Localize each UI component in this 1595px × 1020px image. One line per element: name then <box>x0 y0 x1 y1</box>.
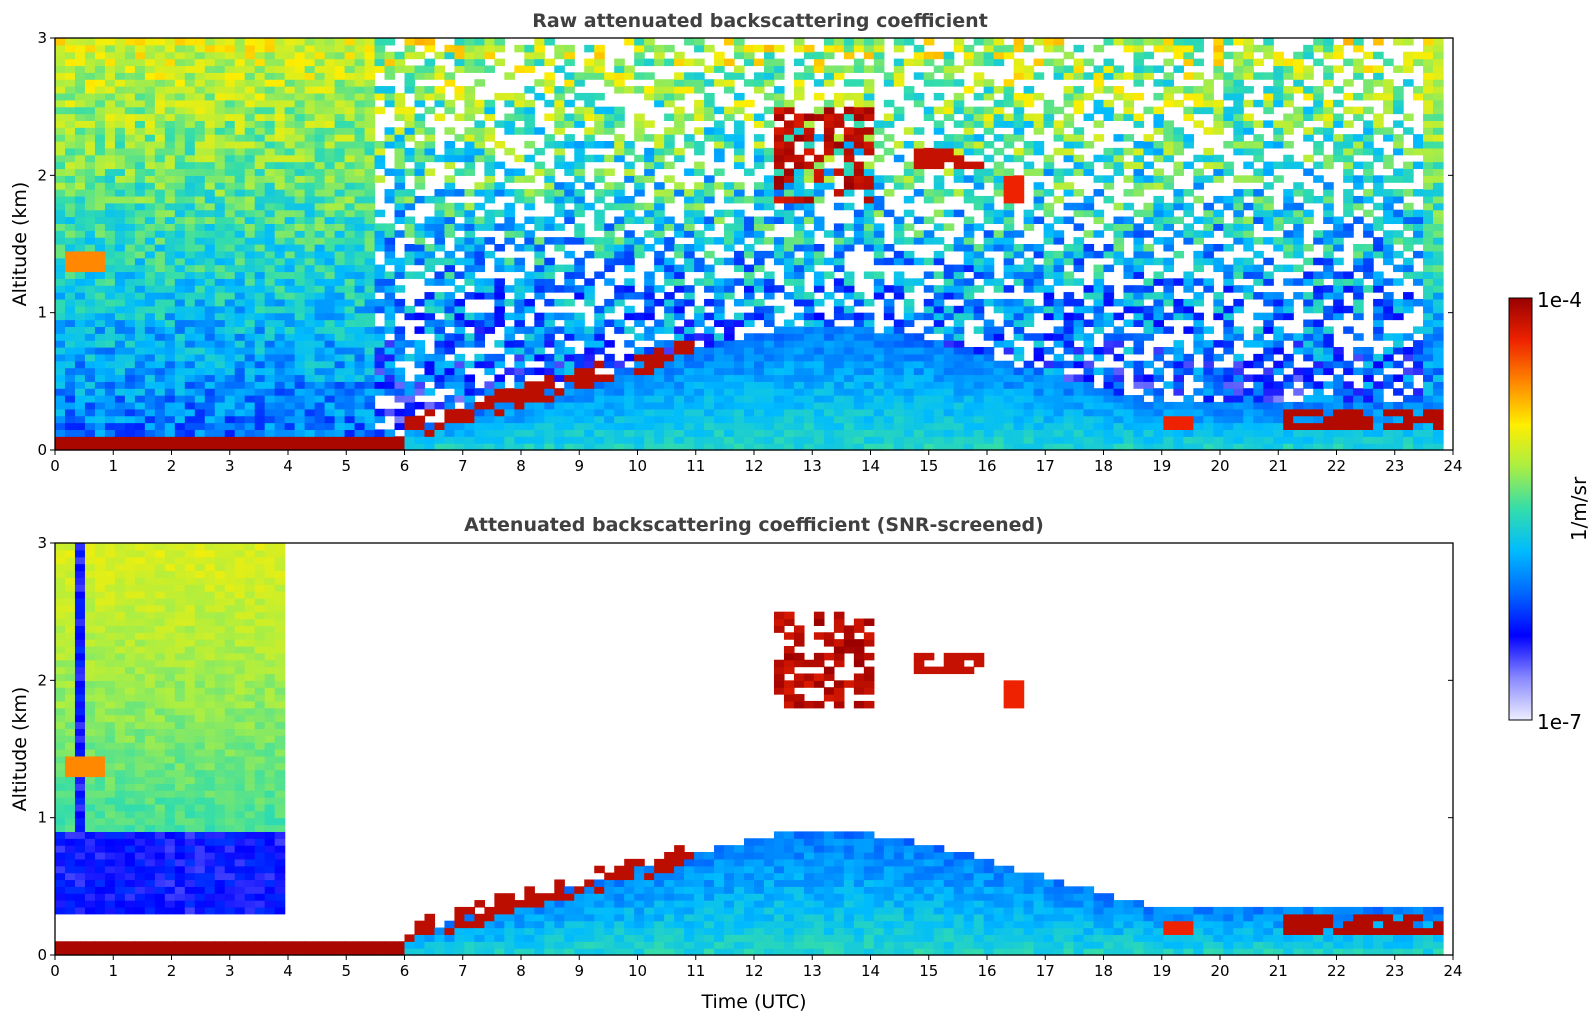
x-tick-label: 12 <box>744 962 763 980</box>
x-tick-label: 15 <box>919 457 938 475</box>
y-tick-label: 3 <box>37 534 47 552</box>
x-tick-label: 20 <box>1210 457 1229 475</box>
x-tick-label: 2 <box>167 457 177 475</box>
x-tick-label: 13 <box>803 962 822 980</box>
x-tick-label: 12 <box>744 457 763 475</box>
colorbar-unit-label: 1/m/sr <box>1567 476 1591 541</box>
y-tick-label: 0 <box>37 441 47 459</box>
x-tick-label: 3 <box>225 962 235 980</box>
panel-screened-y-axis: 0 1 2 3 <box>37 534 1453 964</box>
x-tick-label: 9 <box>574 457 584 475</box>
colorbar: 1e-4 1e-7 1/m/sr <box>1508 288 1591 734</box>
x-tick-label: 11 <box>686 457 705 475</box>
x-tick-label: 17 <box>1036 457 1055 475</box>
x-tick-label: 1 <box>108 962 118 980</box>
y-tick-label: 2 <box>37 671 47 689</box>
x-tick-label: 9 <box>574 962 584 980</box>
x-tick-label: 10 <box>628 962 647 980</box>
y-tick-label: 3 <box>37 29 47 47</box>
y-tick-label: 1 <box>37 304 47 322</box>
x-tick-label: 5 <box>341 457 351 475</box>
x-tick-label: 2 <box>167 962 177 980</box>
panel-raw-x-axis: 0 1 2 3 4 5 6 7 8 9 10 11 12 13 14 15 16 17 18 19 20 21 22 23 24 <box>50 450 1463 475</box>
x-tick-label: 7 <box>458 962 468 980</box>
panel-screened-y-label: Altitude (km) <box>9 687 31 812</box>
x-tick-label: 6 <box>400 457 410 475</box>
x-tick-label: 8 <box>516 962 526 980</box>
panel-screened-heatmap <box>55 543 1444 956</box>
panel-raw: Raw attenuated backscattering coefficien… <box>9 10 1463 475</box>
x-tick-label: 22 <box>1327 962 1346 980</box>
y-tick-label: 1 <box>37 809 47 827</box>
x-tick-label: 8 <box>516 457 526 475</box>
x-tick-label: 16 <box>977 962 996 980</box>
x-tick-label: 21 <box>1269 457 1288 475</box>
x-tick-label: 19 <box>1152 457 1171 475</box>
x-tick-label: 0 <box>50 457 60 475</box>
x-tick-label: 20 <box>1210 962 1229 980</box>
x-tick-label: 23 <box>1385 962 1404 980</box>
panel-raw-y-axis: 0 1 2 3 <box>37 29 1453 459</box>
x-tick-label: 24 <box>1443 962 1462 980</box>
panel-screened: Attenuated backscattering coefficient (S… <box>9 514 1463 1013</box>
x-tick-label: 15 <box>919 962 938 980</box>
panel-raw-title: Raw attenuated backscattering coefficien… <box>532 10 988 32</box>
x-tick-label: 14 <box>861 962 880 980</box>
x-tick-label: 7 <box>458 457 468 475</box>
panel-screened-x-axis: 0 1 2 3 4 5 6 7 8 9 10 11 12 13 14 15 16 17 18 19 20 21 22 23 24 <box>50 955 1463 980</box>
x-tick-label: 6 <box>400 962 410 980</box>
x-tick-label: 11 <box>686 962 705 980</box>
x-tick-label: 3 <box>225 457 235 475</box>
x-tick-label: 0 <box>50 962 60 980</box>
x-tick-label: 1 <box>108 457 118 475</box>
x-tick-label: 14 <box>861 457 880 475</box>
panel-raw-y-label: Altitude (km) <box>9 182 31 307</box>
colorbar-gradient <box>1508 297 1533 721</box>
x-tick-label: 18 <box>1094 457 1113 475</box>
panel-raw-heatmap <box>55 38 1444 451</box>
x-tick-label: 10 <box>628 457 647 475</box>
x-tick-label: 16 <box>977 457 996 475</box>
x-tick-label: 22 <box>1327 457 1346 475</box>
x-tick-label: 4 <box>283 457 293 475</box>
panel-screened-x-label: Time (UTC) <box>700 991 806 1013</box>
y-tick-label: 2 <box>37 166 47 184</box>
colorbar-min-label: 1e-7 <box>1537 710 1582 734</box>
colorbar-max-label: 1e-4 <box>1537 288 1582 312</box>
x-tick-label: 24 <box>1443 457 1462 475</box>
x-tick-label: 5 <box>341 962 351 980</box>
x-tick-label: 4 <box>283 962 293 980</box>
panel-screened-title: Attenuated backscattering coefficient (S… <box>464 514 1044 536</box>
x-tick-label: 19 <box>1152 962 1171 980</box>
x-tick-label: 21 <box>1269 962 1288 980</box>
x-tick-label: 23 <box>1385 457 1404 475</box>
y-tick-label: 0 <box>37 946 47 964</box>
x-tick-label: 13 <box>803 457 822 475</box>
x-tick-label: 18 <box>1094 962 1113 980</box>
x-tick-label: 17 <box>1036 962 1055 980</box>
